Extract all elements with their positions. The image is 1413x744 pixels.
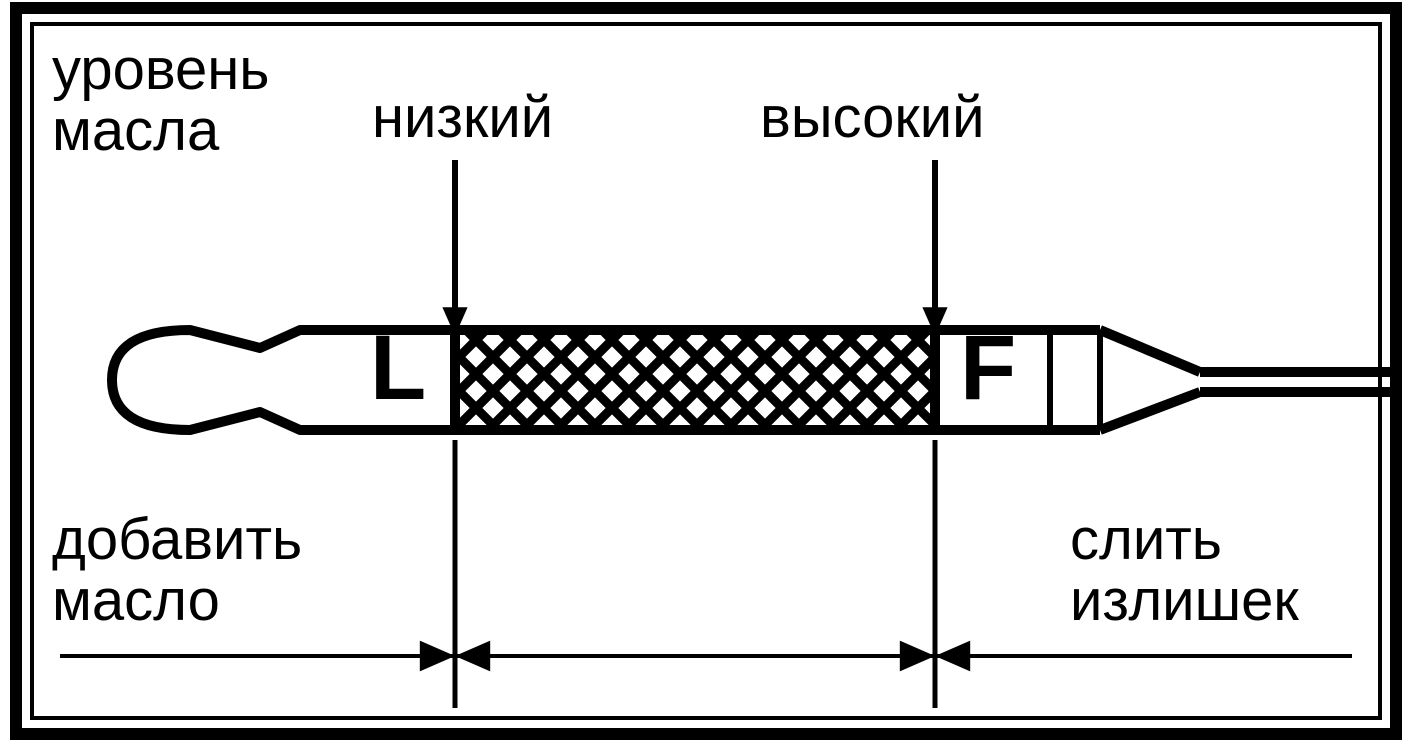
title-label: уровень масла [52,40,270,162]
add-oil-label: добавить масло [52,510,302,632]
low-label: низкий [372,88,553,149]
axis-arrowhead [420,641,455,672]
drain-excess-label: слить излишек [1070,510,1299,632]
high-label: высокий [760,88,985,149]
dipstick-mark-L: L [370,320,426,417]
pointer-arrow [922,160,947,336]
pointer-arrow [442,160,467,336]
dipstick-hatch [455,330,935,430]
axis-arrowhead [935,641,970,672]
dipstick-mark-F: F [960,320,1016,417]
axis-arrowhead [900,641,935,672]
dipstick [112,330,1396,430]
axis-arrowhead [455,641,490,672]
diagram-stage: уровень масла низкий высокий добавить ма… [0,0,1413,744]
